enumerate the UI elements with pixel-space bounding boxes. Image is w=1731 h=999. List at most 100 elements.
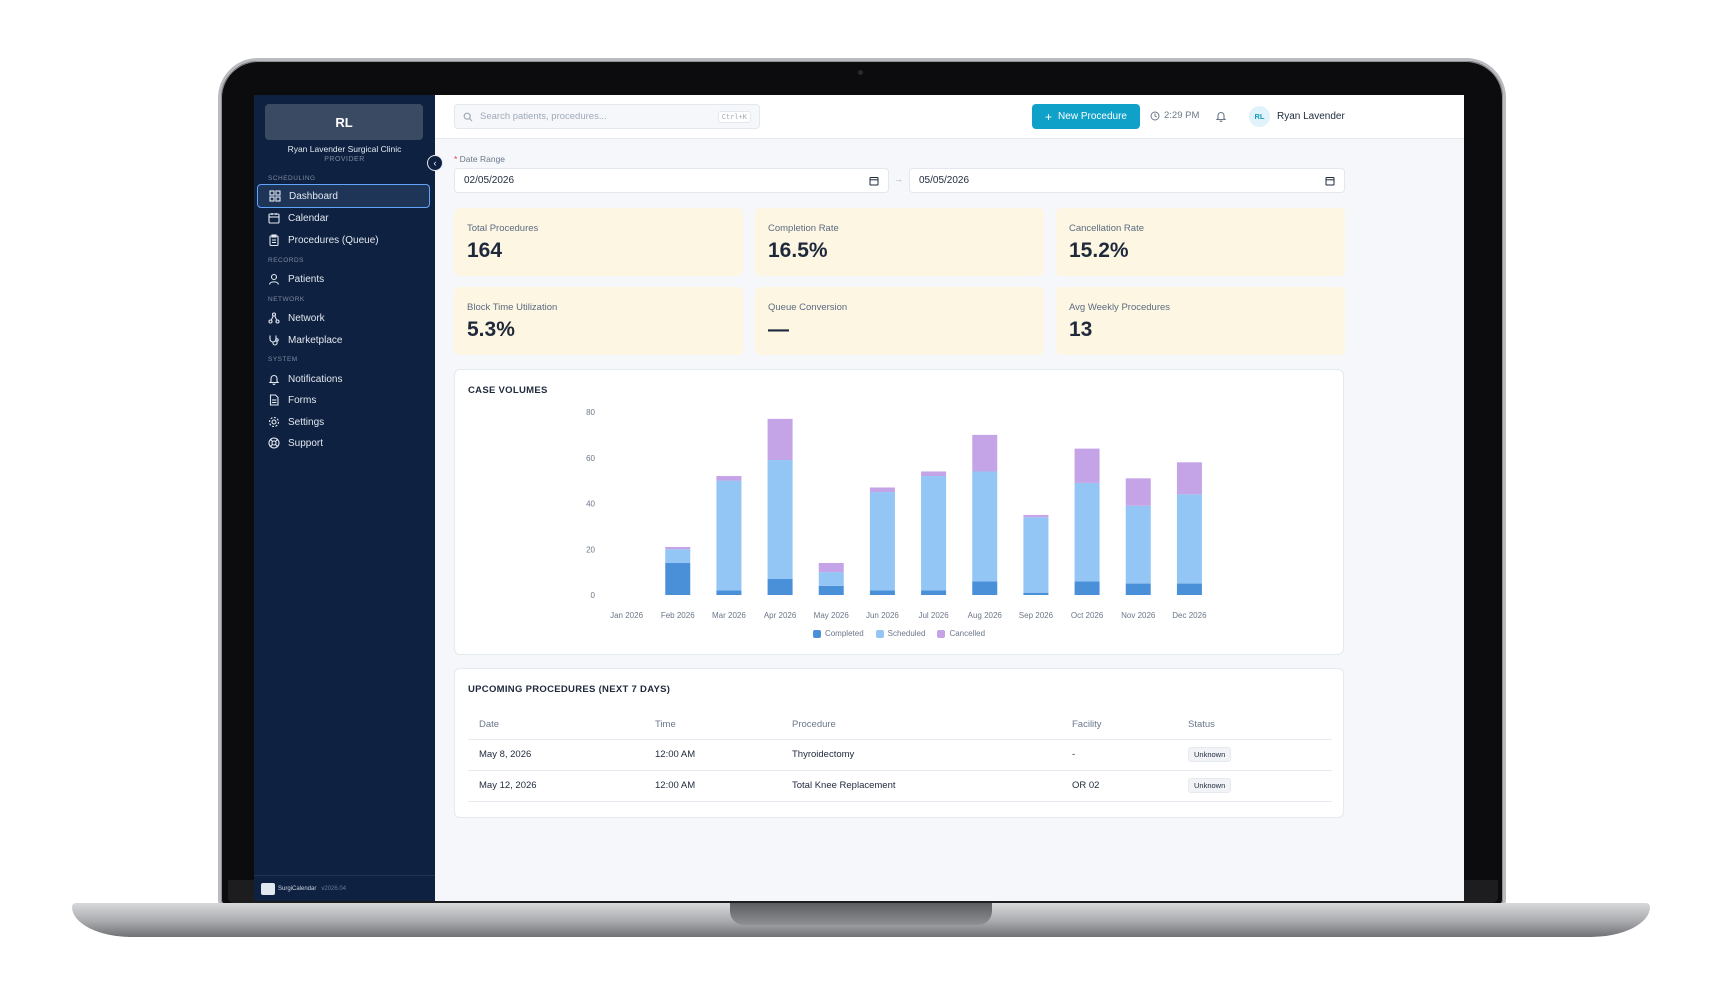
- sidebar-item-calendar[interactable]: Calendar: [257, 206, 430, 230]
- bar-completed[interactable]: [1176, 583, 1202, 595]
- sidebar-item-label: Calendar: [288, 212, 329, 224]
- sidebar-item-label: Marketplace: [288, 334, 343, 346]
- sidebar-item-settings[interactable]: Settings: [257, 410, 430, 434]
- kpi-total-procedures: Total Procedures 164: [454, 208, 743, 276]
- legend-item-completed[interactable]: Completed: [812, 629, 864, 638]
- kpi-value: —: [768, 318, 789, 341]
- new-procedure-button[interactable]: + New Procedure: [1032, 104, 1140, 129]
- column-header-date[interactable]: Date: [468, 711, 644, 740]
- kpi-cancellation-rate: Cancellation Rate 15.2%: [1056, 208, 1345, 276]
- sidebar-item-patients[interactable]: Patients: [257, 267, 430, 291]
- bar-completed[interactable]: [818, 585, 844, 595]
- end-date-input[interactable]: 05/05/2026: [909, 168, 1345, 193]
- document-icon: [269, 394, 279, 406]
- y-tick-label: 0: [591, 591, 596, 600]
- bar-scheduled[interactable]: [921, 476, 947, 591]
- bar-completed[interactable]: [665, 562, 691, 595]
- bar-cancelled[interactable]: [1074, 448, 1100, 483]
- kpi-label: Avg Weekly Procedures: [1069, 302, 1171, 313]
- bar-scheduled[interactable]: [767, 460, 793, 579]
- kpi-block-time-utilization: Block Time Utilization 5.3%: [454, 287, 743, 355]
- bar-scheduled[interactable]: [716, 480, 742, 591]
- upcoming-procedures-card: UPCOMING PROCEDURES (NEXT 7 DAYS) Date T…: [454, 668, 1344, 818]
- cell-date: May 12, 2026: [468, 770, 644, 802]
- chart-legend: Completed Scheduled Cancelled: [455, 629, 1343, 638]
- notifications-bell-icon[interactable]: [1215, 110, 1227, 122]
- sidebar-item-support[interactable]: Support: [257, 431, 430, 455]
- sidebar-item-label: Dashboard: [289, 190, 338, 202]
- sidebar-item-notifications[interactable]: Notifications: [257, 367, 430, 391]
- kpi-value: 13: [1069, 318, 1093, 341]
- calendar-icon[interactable]: [1325, 176, 1335, 186]
- bar-scheduled[interactable]: [1023, 517, 1049, 593]
- column-header-procedure[interactable]: Procedure: [781, 711, 1061, 740]
- legend-label: Cancelled: [949, 629, 986, 638]
- column-header-status[interactable]: Status: [1177, 711, 1332, 740]
- grid-icon: [269, 190, 281, 202]
- bar-scheduled[interactable]: [665, 549, 691, 563]
- sidebar-item-network[interactable]: Network: [257, 306, 430, 330]
- bar-scheduled[interactable]: [1176, 494, 1202, 584]
- calendar-icon[interactable]: [869, 176, 879, 186]
- bar-cancelled[interactable]: [1176, 462, 1202, 495]
- gear-icon: [268, 416, 280, 428]
- x-tick-label: Nov 2026: [1121, 611, 1156, 620]
- surgicalendar-logo: [261, 882, 275, 895]
- x-tick-label: Feb 2026: [661, 611, 695, 620]
- bar-completed[interactable]: [767, 578, 793, 595]
- sidebar-item-forms[interactable]: Forms: [257, 388, 430, 412]
- bar-completed[interactable]: [869, 590, 895, 595]
- sidebar-item-label: Notifications: [288, 373, 343, 385]
- start-date-input[interactable]: 02/05/2026: [454, 168, 889, 193]
- bar-completed[interactable]: [1125, 583, 1151, 595]
- bar-cancelled[interactable]: [767, 418, 793, 461]
- bell-icon: [268, 375, 280, 385]
- column-header-facility[interactable]: Facility: [1061, 711, 1177, 740]
- table-row[interactable]: May 8, 2026 12:00 AM Thyroidectomy - Unk…: [468, 739, 1332, 771]
- sidebar-collapse-button[interactable]: ‹: [427, 155, 443, 171]
- legend-item-scheduled[interactable]: Scheduled: [875, 629, 926, 638]
- user-name[interactable]: Ryan Lavender: [1277, 111, 1345, 122]
- table-row[interactable]: May 12, 2026 12:00 AM Total Knee Replace…: [468, 770, 1332, 802]
- upcoming-procedures-title: UPCOMING PROCEDURES (NEXT 7 DAYS): [468, 684, 671, 695]
- bar-scheduled[interactable]: [1125, 505, 1151, 584]
- legend-swatch: [875, 629, 884, 638]
- legend-label: Scheduled: [887, 629, 926, 638]
- bar-cancelled[interactable]: [818, 562, 844, 573]
- sidebar-item-marketplace[interactable]: Marketplace: [257, 328, 430, 352]
- bar-completed[interactable]: [972, 581, 998, 595]
- sidebar-item-procedures-queue[interactable]: Procedures (Queue): [257, 228, 430, 252]
- lifebuoy-icon: [268, 437, 280, 449]
- x-tick-label: Apr 2026: [764, 611, 797, 620]
- kpi-completion-rate: Completion Rate 16.5%: [755, 208, 1044, 276]
- bar-cancelled[interactable]: [972, 434, 998, 472]
- bar-cancelled[interactable]: [921, 471, 947, 477]
- bar-scheduled[interactable]: [972, 471, 998, 582]
- bar-completed[interactable]: [1074, 581, 1100, 595]
- bar-cancelled[interactable]: [665, 546, 691, 550]
- bar-completed[interactable]: [921, 590, 947, 595]
- clock: 2:29 PM: [1150, 110, 1199, 121]
- calendar-icon: [268, 213, 280, 224]
- bar-scheduled[interactable]: [818, 572, 844, 586]
- y-tick-label: 20: [586, 545, 595, 554]
- laptop-base-notch: [730, 903, 992, 925]
- cell-time: 12:00 AM: [644, 739, 781, 771]
- bar-completed[interactable]: [1023, 592, 1049, 595]
- legend-item-cancelled[interactable]: Cancelled: [937, 629, 985, 638]
- org-avatar[interactable]: RL: [265, 104, 423, 140]
- nav-section-records: RECORDS: [268, 257, 305, 264]
- bar-cancelled[interactable]: [716, 476, 742, 481]
- bar-cancelled[interactable]: [1125, 478, 1151, 506]
- bar-scheduled[interactable]: [1074, 482, 1100, 582]
- x-tick-label: Jan 2026: [610, 611, 643, 620]
- column-header-time[interactable]: Time: [644, 711, 781, 740]
- user-avatar[interactable]: RL: [1249, 106, 1270, 127]
- bar-cancelled[interactable]: [869, 487, 895, 493]
- bar-cancelled[interactable]: [1023, 514, 1049, 518]
- bar-completed[interactable]: [716, 590, 742, 595]
- sidebar-item-dashboard[interactable]: Dashboard: [257, 184, 430, 208]
- bar-scheduled[interactable]: [869, 492, 895, 591]
- search-input[interactable]: Search patients, procedures... Ctrl+K: [454, 104, 760, 129]
- sidebar-item-label: Support: [288, 437, 324, 449]
